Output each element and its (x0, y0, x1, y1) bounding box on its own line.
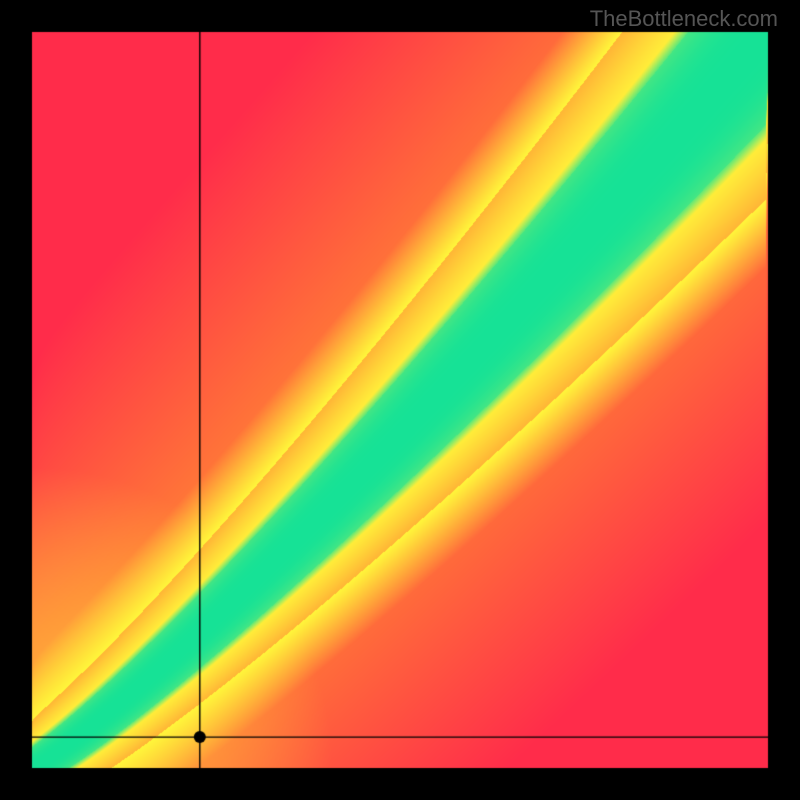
chart-container: TheBottleneck.com (0, 0, 800, 800)
bottleneck-heatmap (0, 0, 800, 800)
watermark-text: TheBottleneck.com (590, 6, 778, 32)
